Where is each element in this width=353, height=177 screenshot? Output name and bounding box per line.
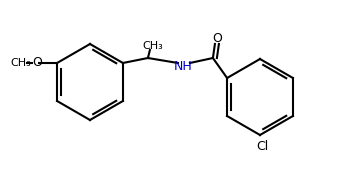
Text: Cl: Cl [256, 141, 268, 153]
Text: NH: NH [174, 61, 192, 73]
Text: CH₃: CH₃ [143, 41, 163, 51]
Text: CH₃: CH₃ [11, 58, 31, 68]
Text: O: O [32, 56, 42, 70]
Text: O: O [212, 32, 222, 44]
